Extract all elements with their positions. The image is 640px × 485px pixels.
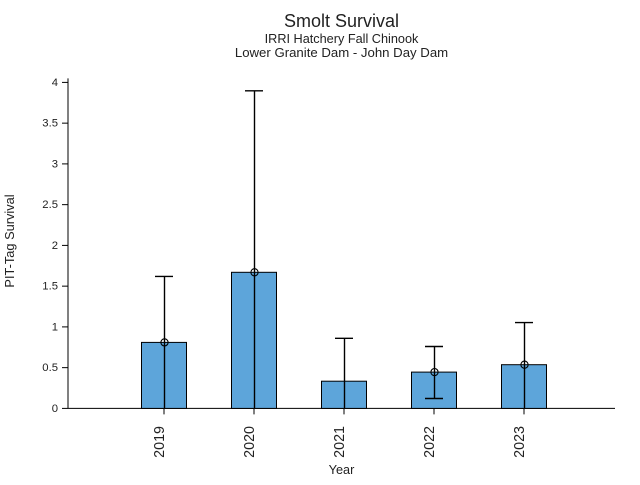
svg-text:PIT-Tag Survival: PIT-Tag Survival (2, 194, 17, 287)
svg-text:2020: 2020 (242, 426, 258, 458)
svg-text:Lower Granite Dam - John Day D: Lower Granite Dam - John Day Dam (235, 45, 448, 60)
svg-text:2021: 2021 (332, 426, 348, 458)
svg-text:IRRI Hatchery Fall Chinook: IRRI Hatchery Fall Chinook (265, 32, 419, 46)
svg-text:3: 3 (52, 158, 58, 170)
svg-text:Smolt Survival: Smolt Survival (284, 11, 399, 31)
svg-text:1.5: 1.5 (42, 281, 58, 293)
svg-text:0: 0 (52, 403, 58, 415)
svg-text:1: 1 (52, 321, 58, 333)
svg-text:2023: 2023 (512, 426, 528, 458)
svg-text:0.5: 0.5 (42, 362, 58, 374)
svg-text:Year: Year (329, 463, 355, 477)
svg-text:2.5: 2.5 (42, 199, 58, 211)
svg-text:2: 2 (52, 240, 58, 252)
svg-text:4: 4 (52, 77, 58, 89)
svg-text:2019: 2019 (152, 426, 168, 458)
svg-text:2022: 2022 (422, 426, 438, 458)
svg-text:3.5: 3.5 (42, 118, 58, 130)
